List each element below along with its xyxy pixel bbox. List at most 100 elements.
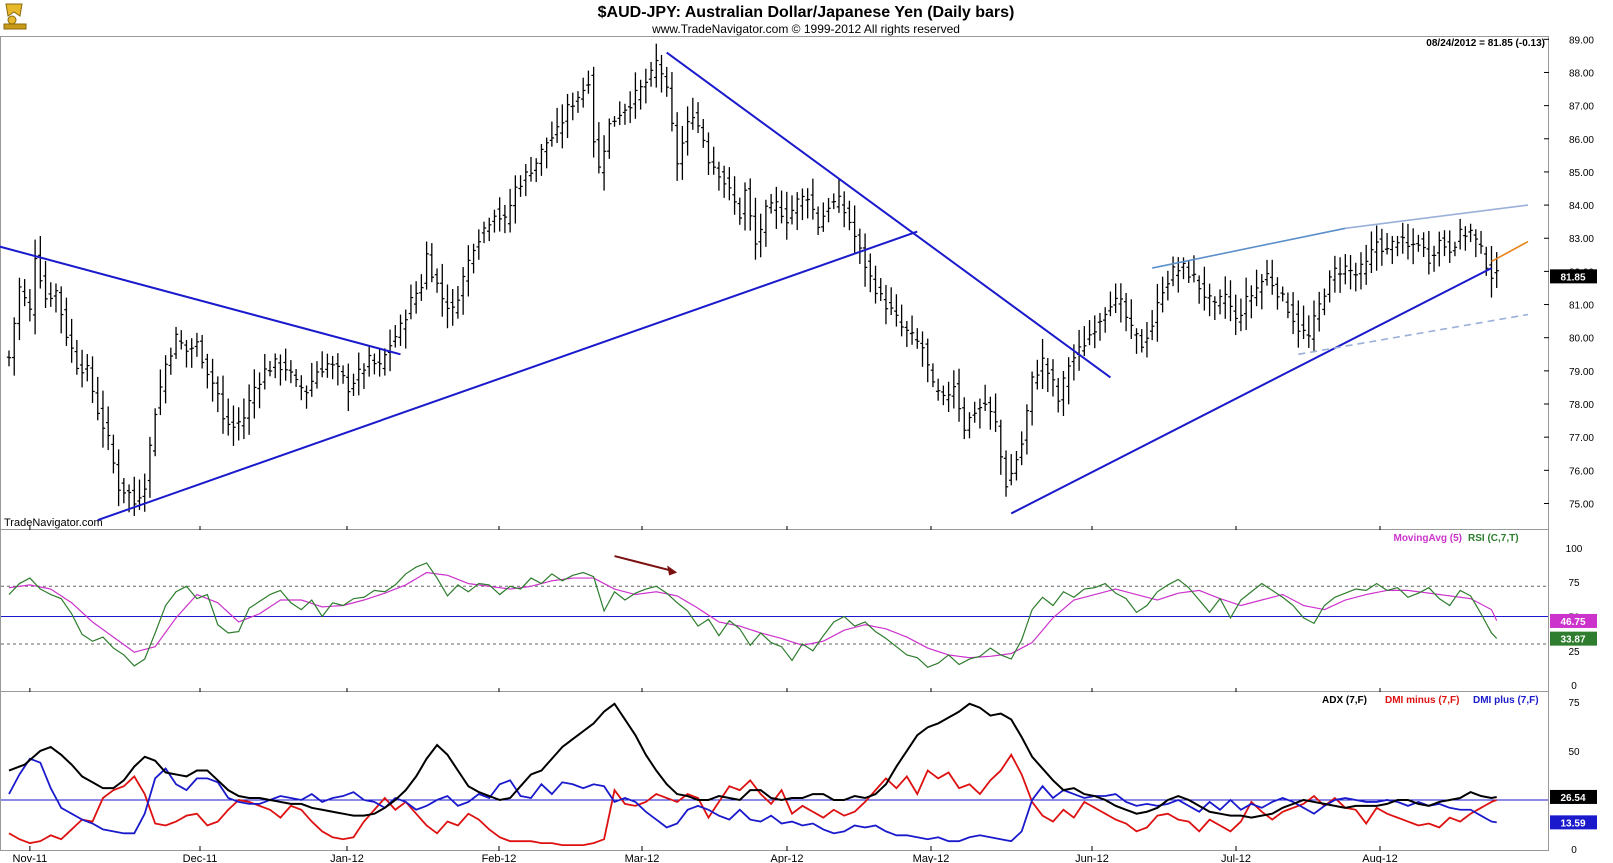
ma-line (8, 571, 1498, 659)
price-bar (366, 345, 372, 377)
price-bar (1217, 289, 1223, 315)
price-bar (38, 236, 43, 289)
price-bar (982, 384, 988, 411)
price-tick-label: 85.00 (1569, 168, 1594, 179)
last-adx-badge: 26.54 (1560, 793, 1585, 804)
price-bar (1348, 254, 1353, 290)
price-bar (601, 135, 607, 191)
price-bar (1473, 229, 1479, 258)
price-bar (836, 178, 842, 213)
price-bar (382, 348, 388, 376)
price-bar (847, 200, 852, 231)
price-bar (523, 164, 528, 197)
x-tick-label: May-12 (913, 853, 950, 863)
price-bar (581, 77, 586, 108)
price-bar (377, 349, 382, 377)
legend-adx: ADX (7,F) (1322, 695, 1367, 706)
price-bar (591, 66, 596, 158)
price-bar (142, 473, 147, 512)
price-tick-label: 86.00 (1569, 135, 1594, 146)
rsi-line (8, 562, 1498, 668)
price-bar (716, 161, 722, 191)
price-bar (805, 188, 810, 219)
price-bar (727, 167, 732, 201)
price-bar (894, 294, 899, 327)
last-dmi-plus-badge: 13.59 (1560, 818, 1585, 829)
price-bar (419, 274, 424, 301)
price-bar (1123, 292, 1129, 332)
price-bar (126, 484, 132, 513)
price-tick-label: 76.00 (1569, 466, 1594, 477)
price-bar (1343, 254, 1348, 285)
trendline-lower-channel (1298, 313, 1529, 356)
price-bar (1457, 218, 1463, 250)
price-bar (904, 321, 910, 347)
legend-dmi-plus: DMI plus (7,F) (1473, 695, 1539, 706)
price-bar (1374, 225, 1379, 271)
price-bar (732, 176, 737, 215)
price-bar (925, 338, 930, 383)
price-bar (220, 375, 226, 434)
price-bar (534, 158, 539, 183)
price-bar (967, 412, 972, 439)
price-bar (1238, 298, 1244, 332)
price-bar (121, 478, 127, 504)
x-tick-label: Mar-12 (625, 853, 660, 863)
price-bar (95, 376, 100, 421)
price-bar (1395, 235, 1400, 257)
price-bar (654, 43, 659, 88)
adx-line (8, 702, 1497, 819)
price-bar (539, 144, 544, 176)
price-bar (1442, 230, 1447, 257)
price-bar (1353, 262, 1358, 292)
price-bar (815, 206, 821, 236)
price-bar (711, 146, 716, 175)
rsi-tick-label: 0 (1571, 681, 1577, 692)
rsi-tick-label: 75 (1568, 578, 1580, 589)
price-bar (1097, 312, 1103, 341)
price-bar (842, 191, 847, 228)
last-ma-badge-bg (1550, 613, 1597, 628)
price-bar (1144, 321, 1150, 358)
price-bar (466, 245, 471, 297)
watermark: TradeNavigator.com (4, 517, 103, 529)
price-bar (387, 329, 393, 372)
price-bar (1327, 270, 1332, 303)
price-bar (231, 405, 236, 446)
price-bar (570, 92, 575, 121)
price-bar (283, 348, 288, 381)
price-bar (1249, 285, 1254, 319)
price-bar (513, 175, 518, 224)
price-bar (507, 188, 513, 233)
price-bar (800, 188, 805, 221)
price-bar (12, 317, 17, 376)
price-bar (648, 61, 654, 87)
price-bar (111, 434, 116, 474)
legend-dmi-minus: DMI minus (7,F) (1385, 695, 1459, 706)
dmi-tick-label: 0 (1571, 845, 1577, 856)
price-bar (930, 363, 936, 388)
price-bar (873, 265, 878, 304)
price-bar (1170, 256, 1176, 287)
price-bar (1045, 358, 1050, 393)
price-bar (372, 353, 377, 375)
price-bar (69, 318, 74, 363)
price-bar (659, 54, 664, 93)
price-bar (560, 104, 565, 149)
price-bar (74, 339, 80, 375)
price-bar (544, 137, 549, 169)
price-bar (622, 103, 628, 125)
price-bar (1087, 320, 1092, 346)
last-price-badge: 81.85 (1560, 272, 1585, 283)
price-bar (935, 378, 941, 401)
price-bar (455, 286, 461, 319)
price-bar (267, 360, 273, 377)
x-tick-label: Jan-12 (330, 853, 364, 863)
annotation-arrow-head (667, 565, 678, 576)
price-bar (199, 334, 205, 369)
price-bar (262, 353, 267, 390)
price-bar (878, 278, 883, 302)
chart-title: $AUD-JPY: Australian Dollar/Japanese Yen… (598, 4, 1015, 21)
price-bar (116, 449, 121, 507)
last-ma-badge: 46.75 (1560, 617, 1585, 628)
